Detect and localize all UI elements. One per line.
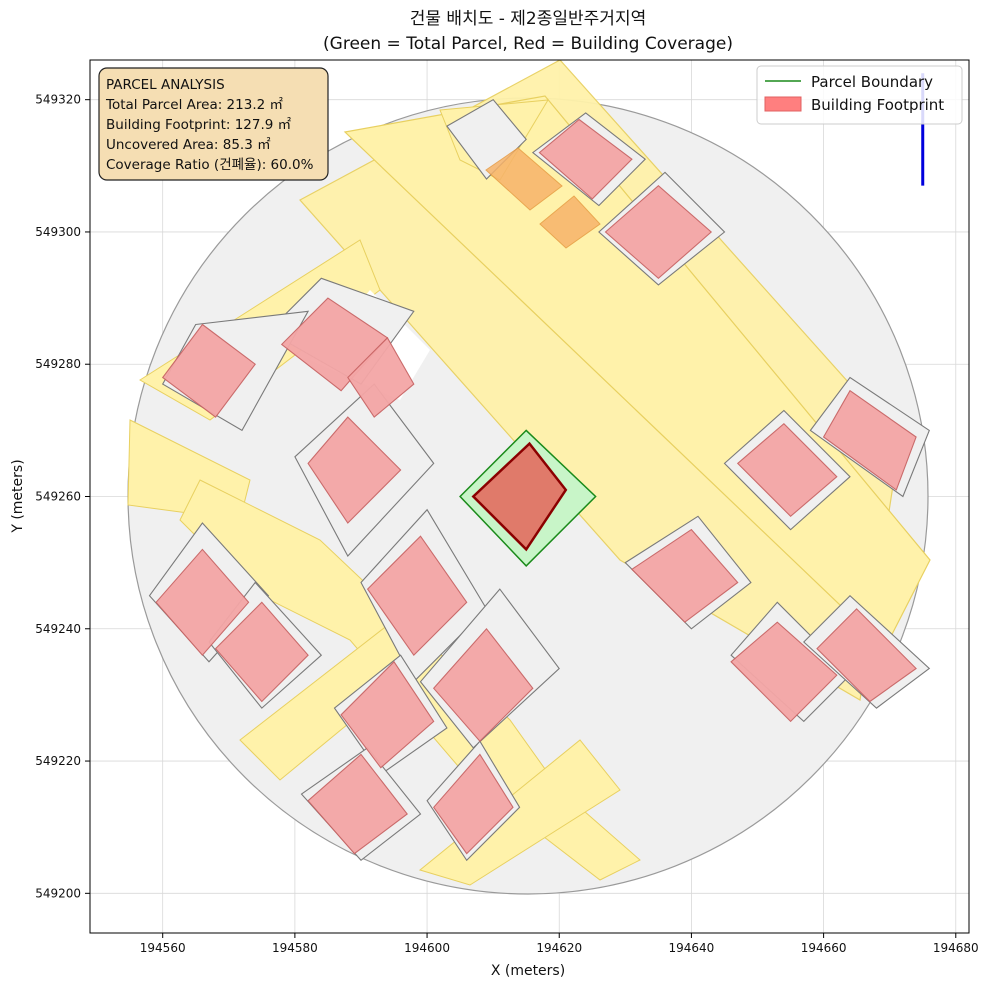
target-building-footprint[interactable]: [471, 441, 568, 552]
chart-title-line1: 건물 배치도 - 제2종일반주거지역: [410, 9, 646, 29]
y-tick-label-6: 549320: [35, 93, 81, 107]
context-building-17: [347, 336, 415, 418]
context-building-6: [214, 601, 309, 703]
y-tick-label-4: 549280: [35, 357, 81, 371]
x-axis-label: X (meters): [491, 963, 565, 979]
context-building-11: [730, 621, 838, 723]
context-building-16: [538, 118, 633, 200]
y-tick-label-1: 549220: [35, 754, 81, 768]
x-tick-label-2: 194600: [404, 941, 450, 955]
x-tick-label-6: 194680: [933, 941, 979, 955]
legend-building-swatch: [764, 96, 802, 112]
context-building-7: [340, 660, 435, 769]
y-tick-label-0: 549200: [35, 886, 81, 900]
y-tick-label-5: 549300: [35, 225, 81, 239]
context-building-10: [631, 528, 739, 623]
chart-title-line2: (Green = Total Parcel, Red = Building Co…: [323, 34, 733, 54]
info-line-coverage: Coverage Ratio (건폐율): 60.0%: [106, 157, 314, 173]
context-building-3: [366, 535, 468, 657]
y-axis-ticks: 549200 549220 549240 549260 549280 549300 5493…: [35, 93, 90, 900]
context-building-4: [432, 627, 534, 743]
info-line-heading: PARCEL ANALYSIS: [106, 77, 225, 93]
building-orange-1: [485, 147, 563, 211]
legend-frame: [756, 65, 963, 125]
map-layer: [127, 60, 931, 895]
building-orange-2: [539, 195, 601, 249]
context-building-8: [307, 753, 408, 855]
legend: Parcel Boundary Building Footprint: [756, 65, 963, 125]
info-line-uncovered: Uncovered Area: 85.3 ㎡: [106, 137, 271, 153]
context-building-2: [307, 416, 402, 524]
info-box-background: [98, 67, 329, 181]
context-building-14: [822, 389, 917, 491]
context-building-9: [432, 753, 514, 855]
context-building-13: [736, 422, 838, 518]
legend-building-label: Building Footprint: [811, 96, 944, 114]
context-building-5: [155, 548, 250, 657]
info-line-footprint: Building Footprint: 127.9 ㎡: [106, 117, 292, 133]
x-tick-label-5: 194660: [801, 941, 847, 955]
y-tick-label-3: 549260: [35, 490, 81, 504]
context-building-1: [161, 323, 256, 418]
x-tick-label-4: 194640: [669, 941, 715, 955]
y-tick-label-2: 549240: [35, 622, 81, 636]
x-tick-label-3: 194620: [536, 941, 582, 955]
x-tick-label-0: 194560: [140, 941, 186, 955]
x-tick-label-1: 194580: [272, 941, 318, 955]
legend-parcel-label: Parcel Boundary: [811, 73, 933, 91]
context-building-12: [816, 608, 917, 703]
y-axis-label: Y (meters): [10, 459, 26, 533]
context-building-15: [604, 184, 713, 280]
parcel-analysis-box: PARCEL ANALYSIS Total Parcel Area: 213.2…: [98, 67, 329, 181]
info-line-total-area: Total Parcel Area: 213.2 ㎡: [105, 97, 283, 113]
x-axis-ticks: 194560 194580 194600 194620 194640 194660 1946…: [140, 933, 979, 955]
context-buildings: [155, 118, 917, 855]
